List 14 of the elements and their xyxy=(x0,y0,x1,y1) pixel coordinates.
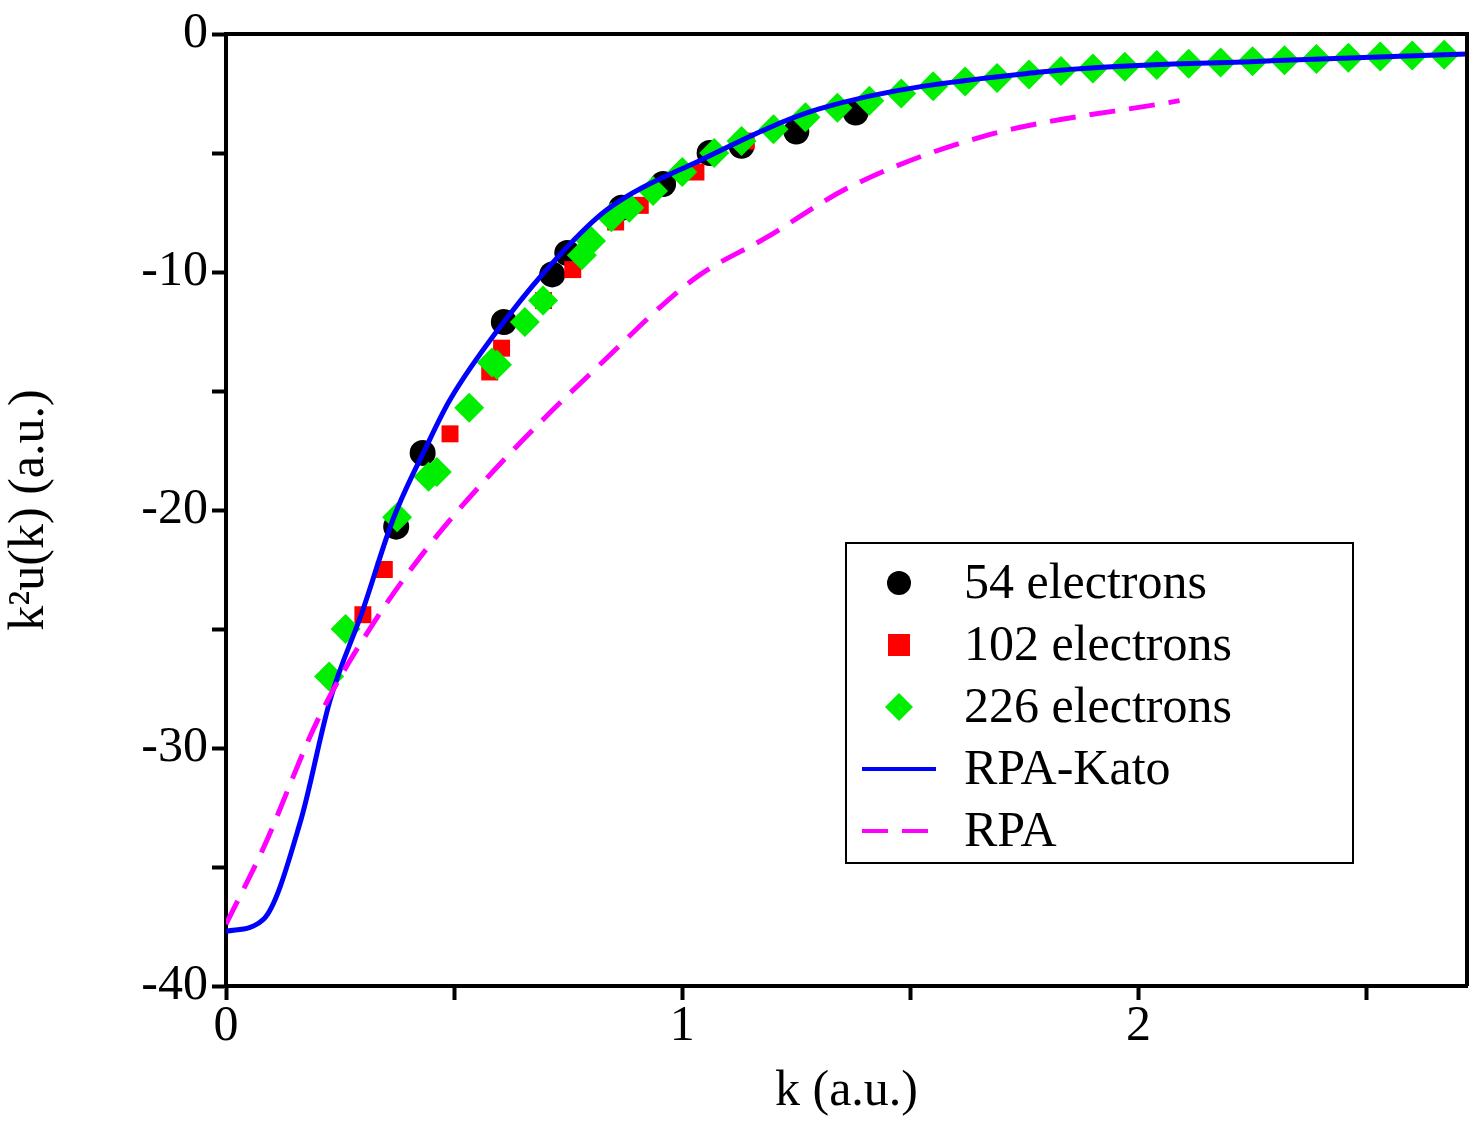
legend-label: 102 electrons xyxy=(964,615,1232,672)
y-tick-label: -30 xyxy=(141,716,208,773)
legend-label: 54 electrons xyxy=(964,553,1207,610)
x-tick-label: 1 xyxy=(669,995,695,1052)
legend-label: RPA xyxy=(964,801,1057,858)
y-tick-label: -10 xyxy=(141,240,208,297)
legend-label: RPA-Kato xyxy=(964,739,1171,796)
legend-label: 226 electrons xyxy=(964,677,1232,734)
y-tick-label: -20 xyxy=(141,478,208,535)
x-axis-title: k (a.u.) xyxy=(775,1060,918,1117)
y-axis-title: k²u(k) (a.u.) xyxy=(0,389,55,631)
y-tick-label: 0 xyxy=(183,2,208,59)
x-tick-label: 2 xyxy=(1126,995,1151,1052)
y-tick-label: -40 xyxy=(141,954,208,1011)
